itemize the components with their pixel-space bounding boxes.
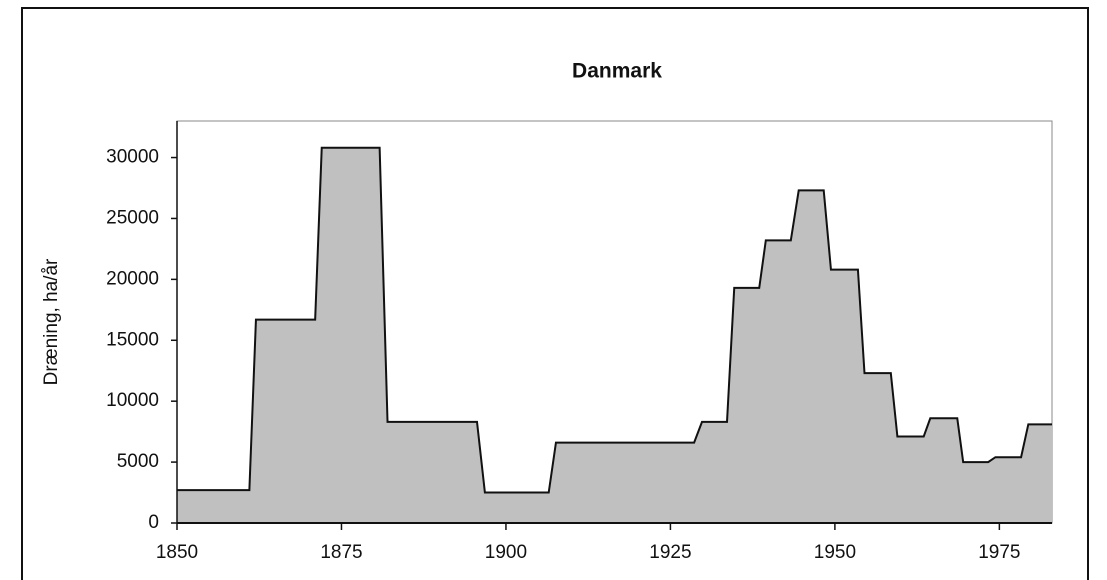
y-tick-label: 25000 bbox=[106, 207, 159, 228]
frame bbox=[21, 7, 1089, 580]
x-tick-label: 1900 bbox=[485, 542, 527, 563]
y-tick-label: 30000 bbox=[106, 147, 159, 168]
y-tick-label: 0 bbox=[148, 512, 159, 533]
chart-title: Danmark bbox=[572, 60, 662, 83]
x-tick-label: 1925 bbox=[649, 542, 691, 563]
y-axis-label: Dræning, ha/år bbox=[41, 258, 62, 385]
x-tick-label: 1875 bbox=[320, 542, 362, 563]
y-tick-label: 20000 bbox=[106, 268, 159, 289]
y-tick-label: 5000 bbox=[117, 451, 159, 472]
area-line bbox=[177, 146, 1052, 494]
x-tick-label: 1850 bbox=[156, 542, 198, 563]
y-tick-label: 10000 bbox=[106, 390, 159, 411]
area-fill bbox=[177, 147, 1052, 524]
x-tick-label: 1975 bbox=[978, 542, 1020, 563]
x-tick-label: 1950 bbox=[814, 542, 856, 563]
y-tick-label: 15000 bbox=[106, 329, 159, 350]
